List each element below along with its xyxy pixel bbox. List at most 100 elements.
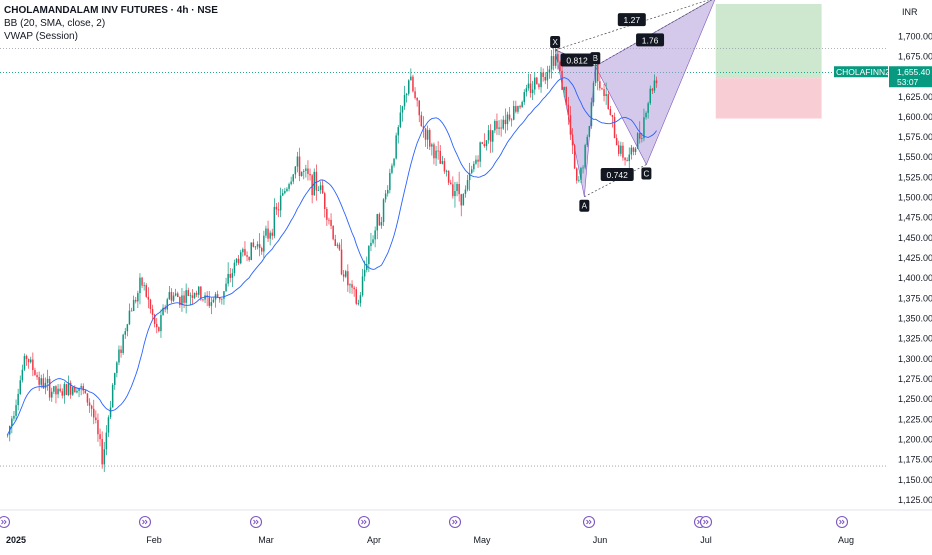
candle[interactable] (124, 331, 127, 335)
candle[interactable] (504, 119, 507, 125)
candle[interactable] (46, 378, 49, 383)
candle[interactable] (615, 138, 618, 146)
currency-label[interactable]: INR (902, 7, 918, 17)
candle[interactable] (326, 208, 328, 220)
candle[interactable] (307, 168, 309, 174)
candle[interactable] (25, 355, 28, 360)
candle[interactable] (571, 134, 574, 146)
candle[interactable] (426, 130, 429, 140)
candle[interactable] (147, 296, 150, 300)
candle[interactable] (559, 62, 561, 71)
candle[interactable] (569, 115, 572, 135)
candle[interactable] (412, 76, 414, 92)
candle[interactable] (166, 299, 169, 310)
candle[interactable] (74, 387, 76, 393)
candle[interactable] (128, 310, 131, 325)
candle[interactable] (282, 193, 284, 196)
candle[interactable] (149, 299, 152, 309)
candle[interactable] (141, 277, 143, 286)
candle[interactable] (456, 183, 458, 192)
candle[interactable] (317, 189, 320, 191)
candle[interactable] (168, 292, 171, 300)
candle[interactable] (639, 133, 641, 139)
candle[interactable] (366, 264, 368, 270)
candle[interactable] (378, 214, 381, 226)
pattern-point-x[interactable]: X (552, 38, 558, 47)
candle[interactable] (219, 297, 221, 300)
candle[interactable] (6, 434, 9, 436)
candle[interactable] (416, 97, 418, 101)
candle[interactable] (109, 407, 112, 418)
candle[interactable] (531, 89, 534, 94)
candle[interactable] (261, 248, 263, 252)
candle[interactable] (284, 190, 286, 194)
candle[interactable] (401, 106, 404, 113)
candle[interactable] (473, 163, 475, 170)
candle[interactable] (382, 199, 385, 223)
candle[interactable] (445, 170, 448, 172)
candle[interactable] (468, 173, 471, 181)
candle[interactable] (13, 415, 15, 419)
candle[interactable] (269, 232, 271, 239)
candle[interactable] (103, 449, 106, 465)
candle[interactable] (618, 145, 620, 154)
candle[interactable] (529, 83, 532, 94)
candle[interactable] (11, 418, 13, 427)
pattern-point-c[interactable]: C (644, 169, 650, 178)
candle[interactable] (611, 114, 614, 117)
candle[interactable] (242, 249, 244, 253)
candle[interactable] (328, 219, 330, 221)
candle[interactable] (193, 292, 196, 298)
candle[interactable] (189, 295, 192, 297)
candle[interactable] (540, 72, 542, 88)
candle[interactable] (90, 405, 93, 409)
candle[interactable] (376, 214, 379, 231)
candle[interactable] (410, 76, 412, 81)
candle[interactable] (334, 239, 337, 246)
candle[interactable] (139, 277, 141, 294)
candle[interactable] (229, 273, 232, 278)
candle[interactable] (187, 290, 190, 296)
candle[interactable] (210, 302, 213, 306)
candle[interactable] (475, 159, 477, 164)
candle[interactable] (227, 273, 229, 284)
candle[interactable] (158, 327, 160, 332)
event-marker-icon[interactable] (835, 515, 849, 529)
candle[interactable] (447, 170, 450, 183)
candle[interactable] (315, 171, 318, 191)
candle[interactable] (42, 378, 45, 389)
candle[interactable] (294, 166, 297, 175)
candle[interactable] (191, 295, 194, 298)
candle[interactable] (248, 256, 250, 261)
candle[interactable] (67, 382, 70, 395)
candle[interactable] (555, 54, 557, 66)
candle[interactable] (97, 420, 99, 435)
candle[interactable] (254, 246, 257, 248)
candle[interactable] (372, 239, 374, 243)
candle[interactable] (271, 232, 274, 236)
candle[interactable] (223, 291, 225, 299)
candle[interactable] (15, 405, 17, 416)
pattern-ratio-label[interactable]: 1.27 (624, 15, 641, 25)
candle[interactable] (567, 104, 570, 116)
candle[interactable] (395, 135, 397, 159)
candle[interactable] (17, 393, 19, 406)
candle[interactable] (263, 235, 265, 252)
candle[interactable] (594, 62, 597, 83)
candle[interactable] (200, 286, 202, 300)
candle[interactable] (458, 183, 460, 195)
candle[interactable] (185, 290, 187, 303)
candle[interactable] (208, 297, 211, 306)
candle[interactable] (72, 387, 74, 395)
candle[interactable] (55, 386, 57, 395)
candle[interactable] (252, 242, 255, 247)
candle[interactable] (483, 143, 486, 147)
candle[interactable] (487, 130, 490, 141)
candle[interactable] (605, 94, 607, 96)
candle[interactable] (437, 150, 439, 152)
candle[interactable] (506, 114, 509, 125)
event-marker-icon[interactable] (582, 515, 596, 529)
candle[interactable] (231, 273, 234, 278)
candle[interactable] (561, 70, 563, 90)
